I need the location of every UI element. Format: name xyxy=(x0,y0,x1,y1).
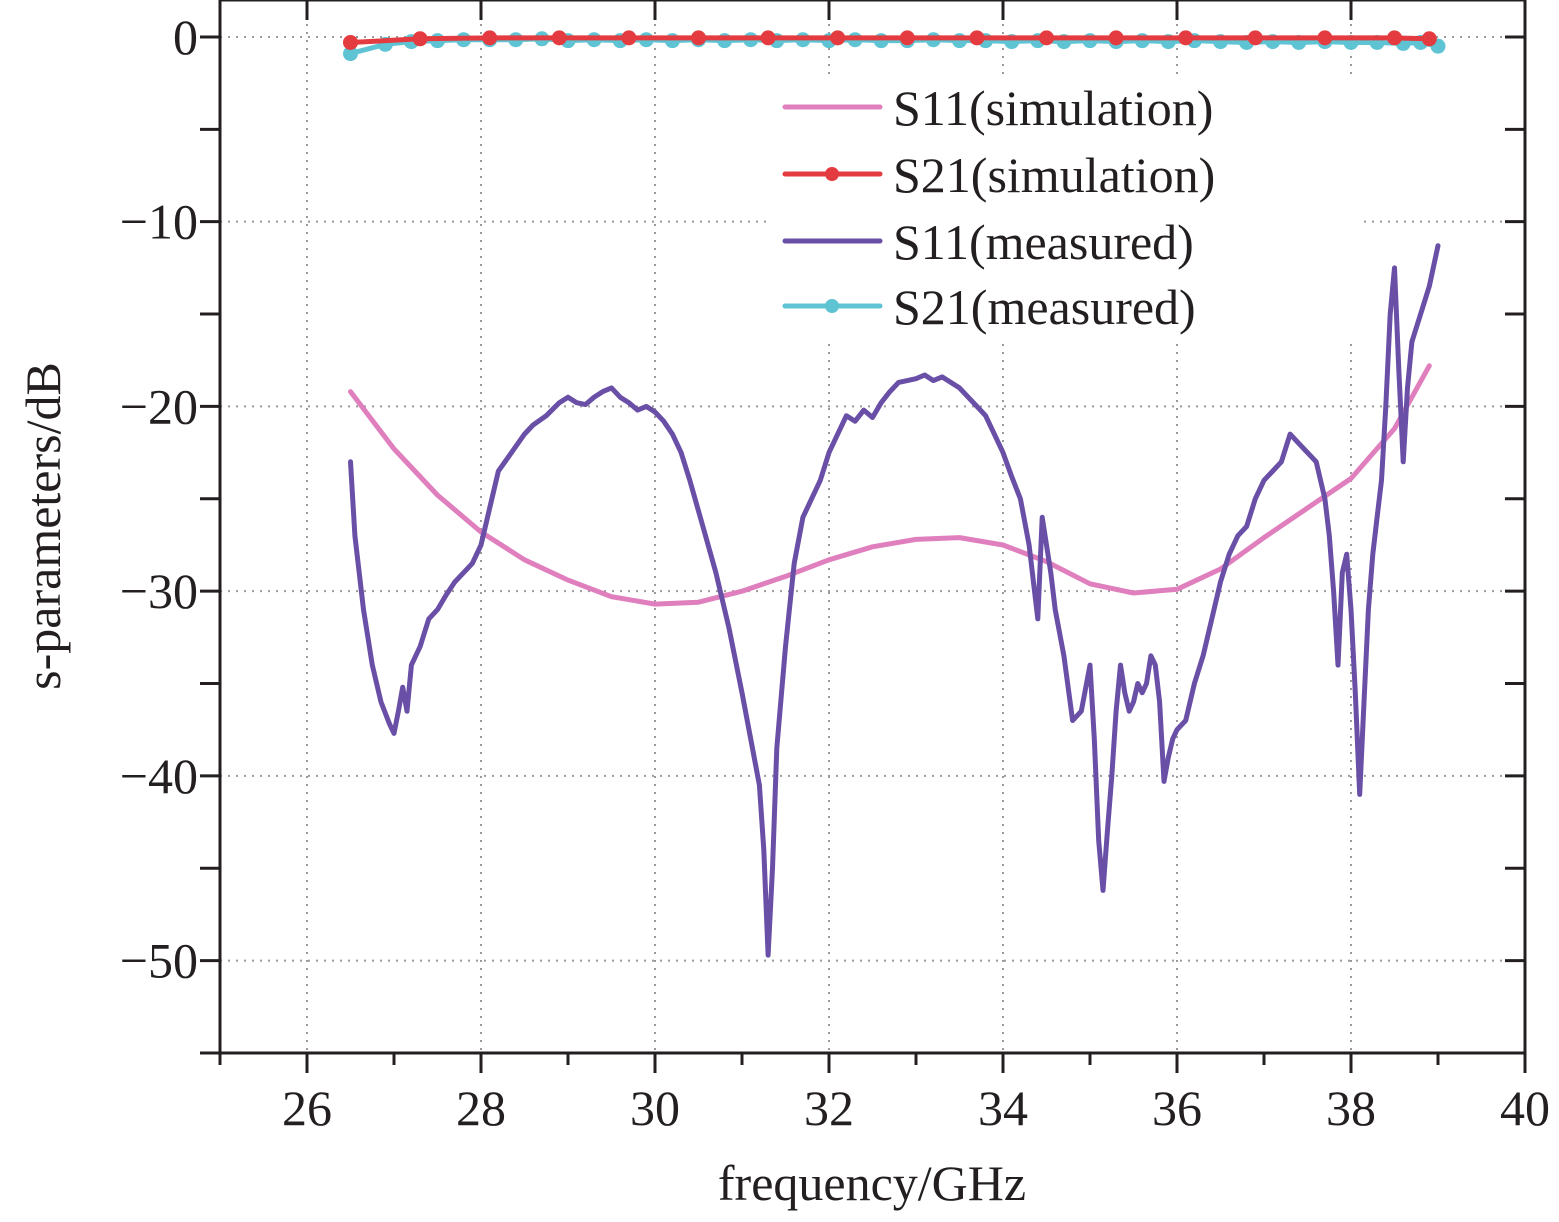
x-tick-label: 32 xyxy=(804,1080,854,1136)
data-point-s21-simulation xyxy=(1387,30,1402,46)
legend-label-s11-measured: S11(measured) xyxy=(893,214,1194,270)
series-layer xyxy=(343,30,1446,958)
series-s21-simulation xyxy=(343,30,1437,50)
x-tick-label: 30 xyxy=(630,1080,680,1136)
series-line-s11-measured xyxy=(348,243,1441,958)
x-tick-labels: 26 28 30 32 34 36 38 40 xyxy=(282,1080,1550,1136)
series-s11-simulation xyxy=(348,363,1432,607)
legend-entry-s11-simulation: S11(simulation) xyxy=(782,80,1213,136)
x-tick-label: 34 xyxy=(978,1080,1028,1136)
data-point-s21-simulation xyxy=(830,30,846,46)
legend-label-s11-simulation: S11(simulation) xyxy=(893,80,1213,136)
data-point-s21-simulation xyxy=(343,34,358,50)
legend-marker-s21-simulation xyxy=(825,167,839,181)
data-point-s21-simulation xyxy=(969,30,985,46)
legend-label-s21-measured: S21(measured) xyxy=(893,279,1196,335)
data-point-s21-simulation xyxy=(691,30,706,46)
data-point-s21-measured xyxy=(1082,33,1098,49)
legend-entry-s11-measured: S11(measured) xyxy=(782,214,1194,270)
axis-ticks xyxy=(200,0,1527,1073)
y-tick-labels: 0 −10 −20 −30 −40 −50 xyxy=(120,9,198,989)
series-line-s11-simulation xyxy=(348,363,1432,607)
data-point-s21-simulation xyxy=(1108,30,1124,46)
y-tick-label: −10 xyxy=(120,194,198,250)
data-point-s21-measured xyxy=(952,33,967,49)
x-tick-label: 26 xyxy=(282,1080,332,1136)
data-point-s21-simulation xyxy=(760,30,776,46)
y-axis-label: s-parameters/dB xyxy=(15,362,71,690)
y-tick-label: −30 xyxy=(120,563,198,619)
data-point-s21-measured xyxy=(343,46,358,62)
legend-marker-s21-measured xyxy=(825,299,839,313)
data-point-s21-measured xyxy=(717,33,733,49)
y-tick-label: −50 xyxy=(120,933,198,989)
series-s11-measured xyxy=(348,243,1441,958)
data-point-s21-measured xyxy=(664,33,680,49)
legend-background xyxy=(770,78,1360,340)
x-tick-label: 28 xyxy=(456,1080,506,1136)
x-axis-label: frequency/GHz xyxy=(718,1155,1026,1211)
data-point-s21-measured xyxy=(1134,33,1150,49)
x-tick-label: 38 xyxy=(1326,1080,1376,1136)
y-tick-label: −20 xyxy=(120,378,198,434)
y-tick-label: −40 xyxy=(120,748,198,804)
legend-label-s21-simulation: S21(simulation) xyxy=(893,147,1215,203)
data-point-s21-simulation xyxy=(621,30,637,46)
x-tick-label: 36 xyxy=(1152,1080,1202,1136)
data-point-s21-simulation xyxy=(1247,30,1263,46)
legend: S11(simulation) S21(simulation) S11(meas… xyxy=(770,78,1360,340)
legend-entry-s21-measured: S21(measured) xyxy=(782,279,1196,335)
data-point-s21-measured xyxy=(873,33,889,49)
data-point-s21-simulation xyxy=(1421,31,1437,47)
data-point-s21-simulation xyxy=(482,30,498,46)
data-point-s21-simulation xyxy=(551,30,567,46)
legend-entry-s21-simulation: S21(simulation) xyxy=(782,147,1215,203)
data-point-s21-simulation xyxy=(412,31,428,47)
data-point-s21-simulation xyxy=(899,30,915,46)
data-point-s21-simulation xyxy=(1039,30,1054,46)
plot-frame xyxy=(218,0,1527,1055)
data-point-s21-simulation xyxy=(1178,30,1194,46)
y-tick-label: 0 xyxy=(173,9,198,65)
x-tick-label: 40 xyxy=(1500,1080,1550,1136)
data-point-s21-simulation xyxy=(1317,30,1333,46)
